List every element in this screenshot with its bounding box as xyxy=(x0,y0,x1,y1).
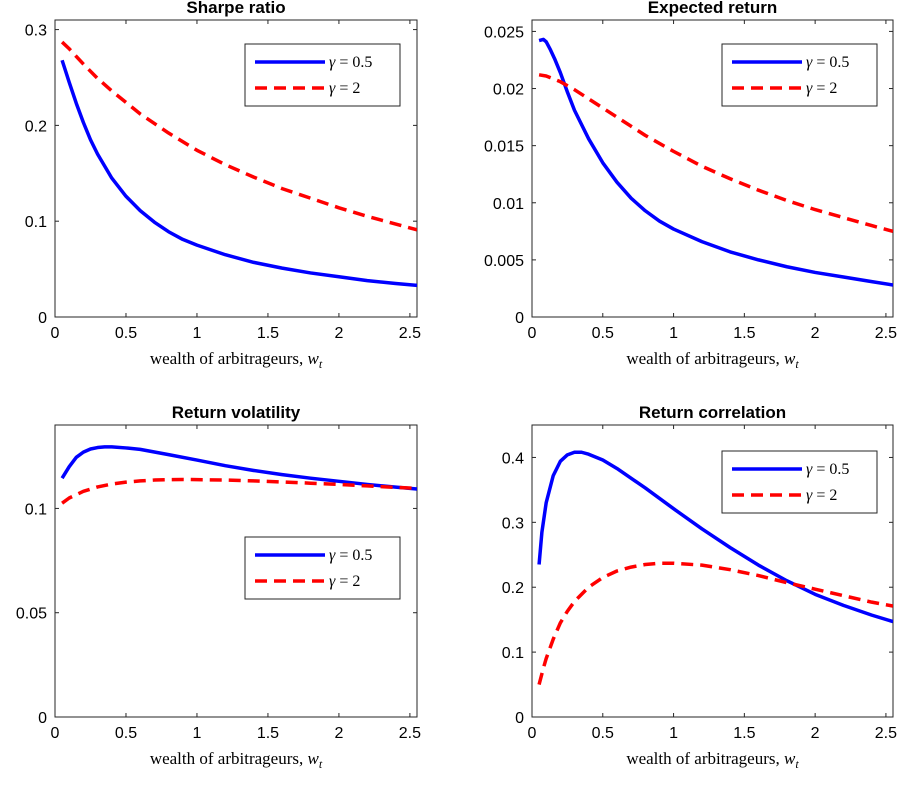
chart-title: Return volatility xyxy=(172,403,301,422)
x-tick-label: 0 xyxy=(528,325,537,342)
x-tick-label: 1.5 xyxy=(257,725,279,742)
panel-sharpe-ratio: Sharpe ratio 0 0.5 1 1.5 2 2.5 0 0.1 0.2 0.3 wealth… xyxy=(25,0,421,371)
x-tick-label: 0 xyxy=(51,325,60,342)
legend: γ = 0.5 γ = 2 xyxy=(244,536,401,600)
x-tick-label: 1 xyxy=(669,725,678,742)
x-tick-label: 2.5 xyxy=(875,725,897,742)
axes-frame xyxy=(54,19,418,318)
x-tick-label: 2 xyxy=(334,325,343,342)
x-tick-label: 2.5 xyxy=(399,325,421,342)
y-tick-label: 0.2 xyxy=(502,580,524,597)
x-tick-label: 1 xyxy=(193,325,202,342)
x-tick-label: 0.5 xyxy=(592,725,614,742)
y-tick-label: 0.01 xyxy=(493,196,524,213)
y-tick-label: 0.1 xyxy=(25,501,47,518)
chart-title: Expected return xyxy=(648,0,777,17)
y-tick-label: 0.2 xyxy=(25,118,47,135)
y-tick-label: 0.4 xyxy=(502,450,524,467)
y-tick-label: 0 xyxy=(38,710,47,727)
x-tick-label: 1.5 xyxy=(733,725,755,742)
y-tick-label: 0 xyxy=(515,310,524,327)
chart-title: Return correlation xyxy=(639,403,786,422)
x-tick-label: 2 xyxy=(811,725,820,742)
y-tick-label: 0.1 xyxy=(25,214,47,231)
legend-label: γ = 0.5 xyxy=(329,547,372,564)
legend-label: γ = 2 xyxy=(806,487,837,504)
panel-return-correlation: Return correlation 0 0.5 1 1.5 2 2.5 0 0.1 0.2 0.3… xyxy=(502,403,897,771)
axes-frame xyxy=(531,424,894,718)
x-tick-label: 1 xyxy=(669,325,678,342)
x-tick-label: 2.5 xyxy=(875,325,897,342)
series-line-0-5 xyxy=(538,37,893,287)
legend-label: γ = 0.5 xyxy=(806,461,849,478)
legend: γ = 0.5 γ = 2 xyxy=(244,43,401,107)
panel-expected-return: Expected return 0 0.5 1 1.5 2 2.5 0 0.005 0.01 0.0… xyxy=(484,0,897,371)
x-tick-label: 1.5 xyxy=(257,325,279,342)
x-axis-label: wealth of arbitrageurs, wt xyxy=(626,749,799,771)
legend-box xyxy=(244,43,401,107)
y-tick-label: 0.05 xyxy=(16,606,47,623)
x-axis-label: wealth of arbitrageurs, wt xyxy=(150,349,323,371)
legend-box xyxy=(721,450,878,514)
series-line-2 xyxy=(538,73,893,234)
y-tick-label: 0.005 xyxy=(484,253,524,270)
y-tick-label: 0.015 xyxy=(484,139,524,156)
panel-return-volatility: Return volatility 0 0.5 1 1.5 2 2.5 0 0.05 0.1 wea… xyxy=(16,403,421,771)
x-tick-label: 0 xyxy=(528,725,537,742)
legend-label: γ = 2 xyxy=(806,80,837,97)
axes-frame xyxy=(531,19,894,318)
legend-box xyxy=(721,43,878,107)
legend-label: γ = 2 xyxy=(329,80,360,97)
x-tick-label: 0.5 xyxy=(592,325,614,342)
series-line-0-5 xyxy=(537,450,893,624)
legend-box xyxy=(244,536,401,600)
y-tick-label: 0.3 xyxy=(25,23,47,40)
x-tick-label: 0 xyxy=(51,725,60,742)
x-tick-label: 2 xyxy=(334,725,343,742)
x-tick-label: 2 xyxy=(811,325,820,342)
x-axis-label: wealth of arbitrageurs, wt xyxy=(626,349,799,371)
y-tick-label: 0.025 xyxy=(484,24,524,41)
series-line-2 xyxy=(537,561,893,686)
x-tick-label: 1 xyxy=(193,725,202,742)
legend-label: γ = 0.5 xyxy=(329,54,372,71)
series-line-0-5 xyxy=(60,59,417,288)
x-tick-label: 0.5 xyxy=(115,725,137,742)
y-tick-label: 0.3 xyxy=(502,515,524,532)
x-tick-label: 2.5 xyxy=(399,725,421,742)
chart-title: Sharpe ratio xyxy=(186,0,285,17)
y-tick-label: 0.02 xyxy=(493,82,524,99)
y-tick-label: 0 xyxy=(38,310,47,327)
x-tick-label: 1.5 xyxy=(733,325,755,342)
series-line-2 xyxy=(61,477,417,505)
y-tick-label: 0.1 xyxy=(502,645,524,662)
x-tick-label: 0.5 xyxy=(115,325,137,342)
legend-label: γ = 0.5 xyxy=(806,54,849,71)
legend-label: γ = 2 xyxy=(329,573,360,590)
legend: γ = 0.5 γ = 2 xyxy=(721,450,878,514)
axes-frame xyxy=(54,424,418,718)
series-line-2 xyxy=(60,40,417,232)
series-line-0-5 xyxy=(60,445,417,491)
legend: γ = 0.5 γ = 2 xyxy=(721,43,878,107)
x-axis-label: wealth of arbitrageurs, wt xyxy=(150,749,323,771)
y-tick-label: 0 xyxy=(515,710,524,727)
